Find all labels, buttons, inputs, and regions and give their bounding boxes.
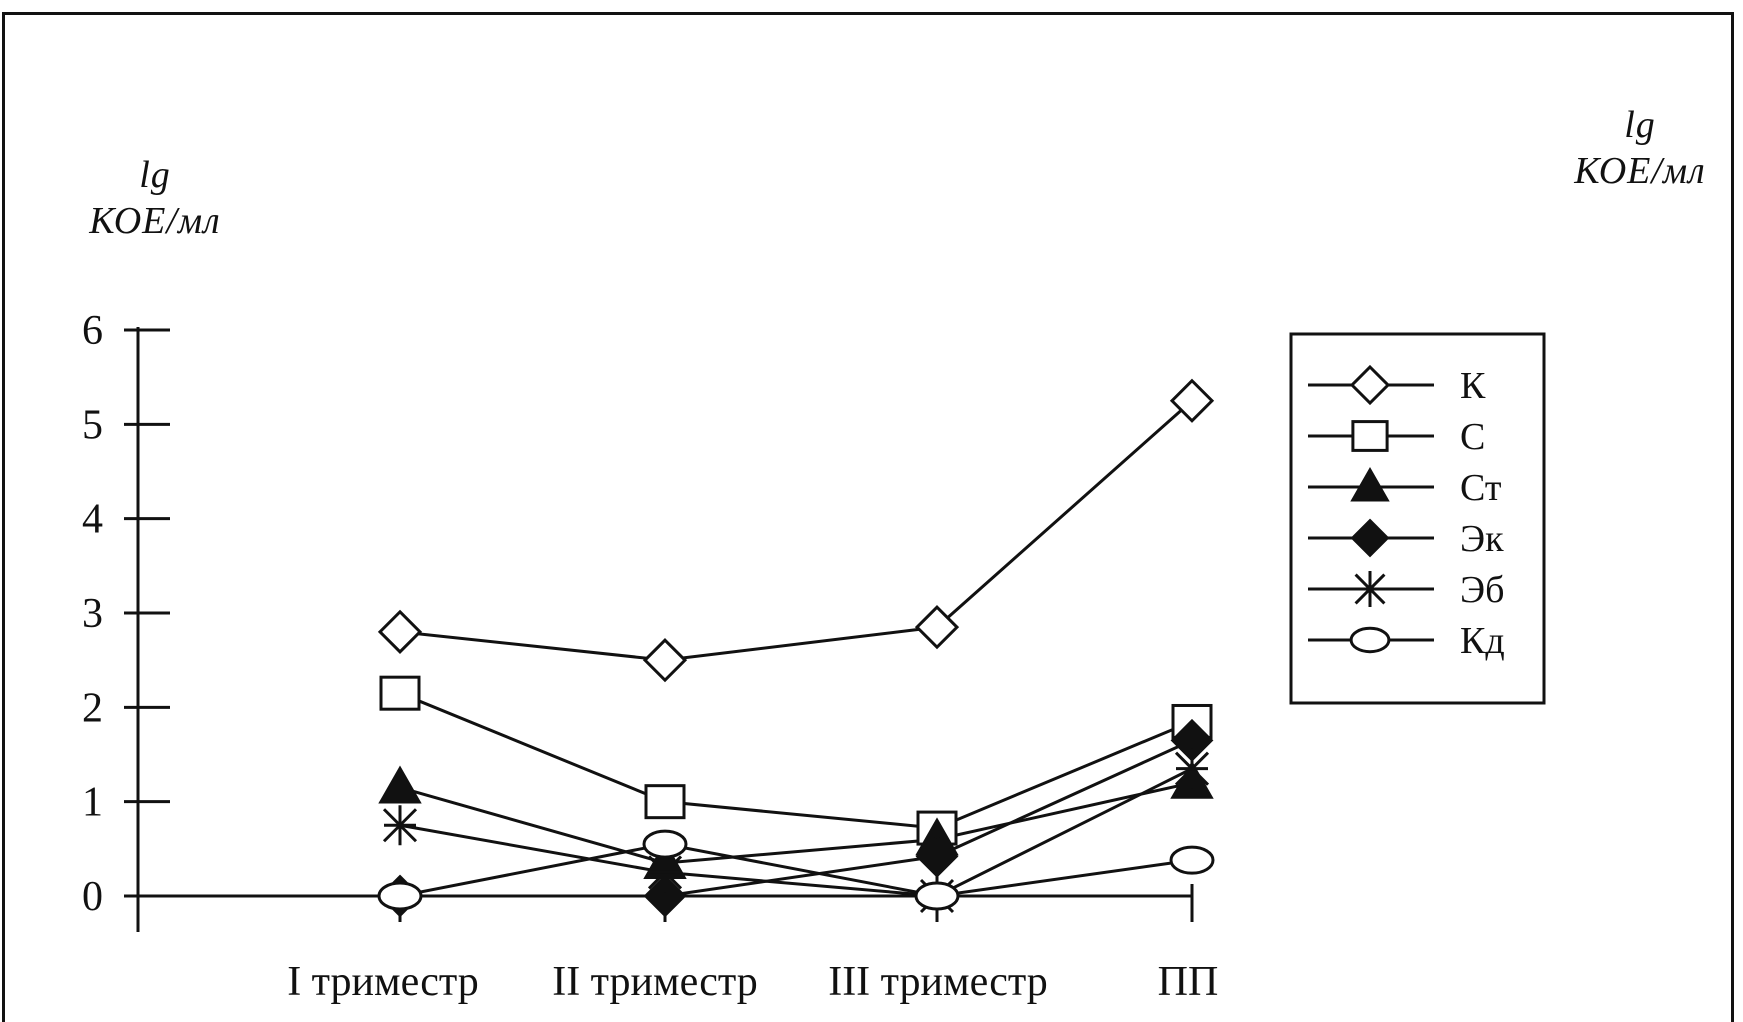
y-axis-unit-right-line1: lg [1624,104,1656,146]
y-axis-unit-right: lg КОЕ/мл [1545,102,1735,194]
point-5-2 [914,881,960,911]
legend-label-4: Эб [1460,569,1504,611]
y-tick-label-6: 6 [82,308,103,354]
legend-label-5: Кд [1460,620,1505,662]
y-axis-unit-left-line1: lg [139,154,171,196]
series-line-4 [399,767,1193,898]
point-4-1 [647,852,683,893]
point-0-2 [914,605,960,650]
series-line-2 [399,781,1193,865]
point-1-1 [644,784,686,820]
x-tick-label-1: II триместр [552,959,758,1005]
y-axis-unit-left: lg КОЕ/мл [55,152,255,244]
legend-marker-0 [1349,364,1391,406]
y-tick-label-5: 5 [82,402,103,448]
point-4-3 [1174,748,1210,789]
chart-frame [2,12,1734,1022]
legend-box [1289,332,1546,705]
point-2-0 [378,765,422,804]
point-4-0 [382,805,418,846]
y-tick-label-3: 3 [82,591,103,637]
y-tick-label-4: 4 [82,497,103,543]
y-tick-label-0: 0 [82,874,103,920]
x-tick-label-0: I триместр [287,959,479,1005]
legend-label-1: С [1460,416,1485,458]
point-5-0 [377,881,423,911]
point-0-1 [642,638,688,683]
series-line-0 [399,399,1193,662]
x-tick-label-3: ПП [1158,959,1219,1005]
legend-label-3: Эк [1460,518,1504,560]
legend-marker-1 [1351,420,1389,452]
point-0-3 [1169,378,1215,423]
legend: КС Ст Эк Эб Кд [1289,332,1546,705]
y-tick-label-2: 2 [82,685,103,731]
point-1-0 [379,675,421,711]
point-5-3 [1169,845,1215,875]
legend-marker-5 [1349,626,1391,654]
point-3-1 [643,874,687,918]
series-line-5 [399,842,1193,898]
legend-label-2: Ст [1460,467,1502,509]
legend-marker-2 [1350,466,1390,502]
y-axis-unit-right-line2: КОЕ/мл [1574,150,1706,192]
y-axis-unit-left-line2: КОЕ/мл [89,200,221,242]
point-5-1 [642,829,688,859]
series-line-3 [400,738,1193,898]
y-tick-label-1: 1 [82,780,103,826]
legend-marker-4 [1354,571,1386,607]
legend-label-0: К [1460,365,1486,407]
series-line-1 [399,691,1193,830]
legend-marker-3 [1350,518,1390,558]
point-0-0 [377,609,423,654]
x-tick-label-2: III триместр [828,959,1048,1005]
